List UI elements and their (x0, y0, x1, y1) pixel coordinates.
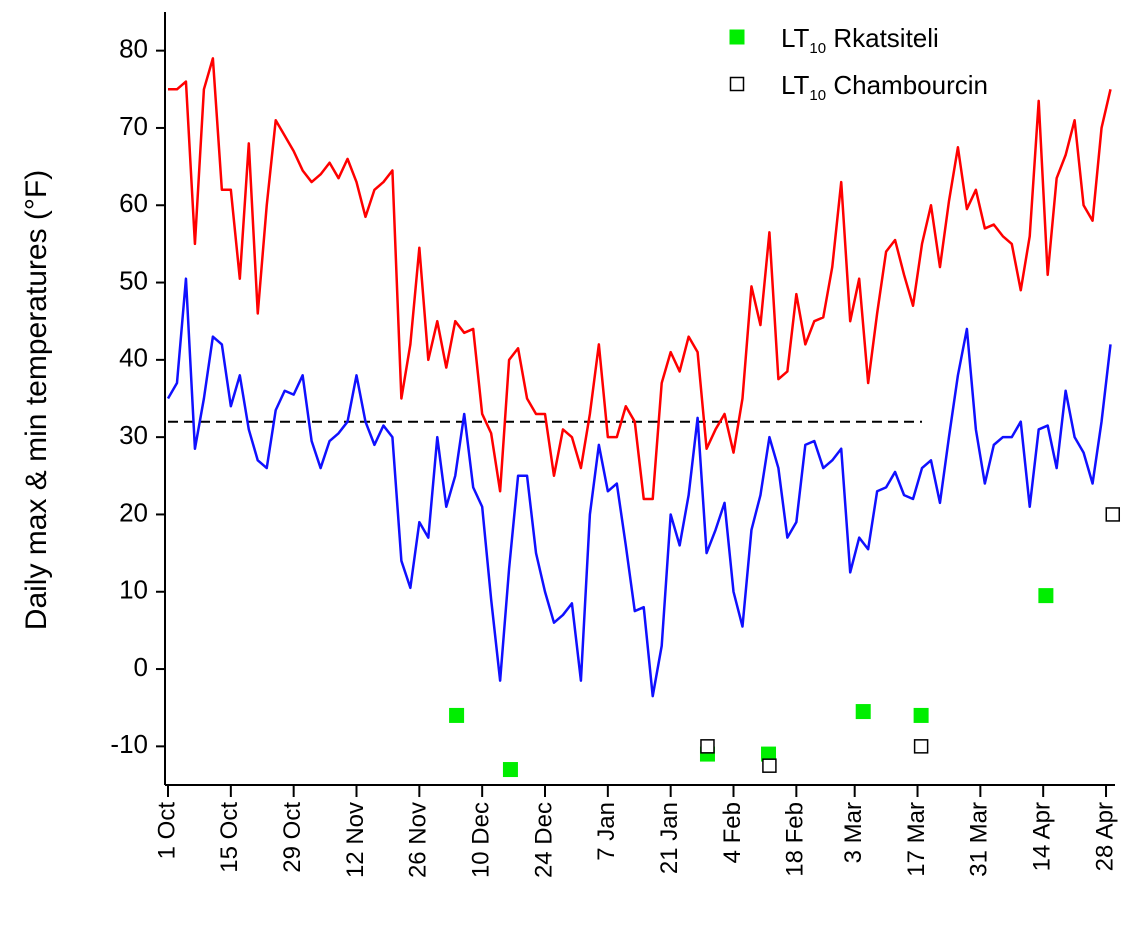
y-tick-label: 40 (119, 343, 148, 373)
x-tick-label: 21 Jan (656, 802, 683, 874)
x-tick-label: 29 Oct (279, 802, 306, 873)
y-tick-label: 0 (134, 652, 148, 682)
x-tick-label: 18 Feb (782, 802, 809, 877)
legend-marker (729, 29, 745, 45)
data-point (761, 746, 777, 762)
legend-label: LT10 Chambourcin (781, 70, 988, 104)
x-tick-label: 1 Oct (153, 802, 180, 860)
temperature-line (168, 57, 1112, 501)
data-point (449, 707, 465, 723)
y-tick-label: 20 (119, 497, 148, 527)
y-tick-label: -10 (110, 729, 148, 759)
legend-label: LT10 Rkatsiteli (781, 23, 939, 57)
data-point (502, 762, 518, 778)
y-tick-label: 70 (119, 111, 148, 141)
x-tick-label: 4 Feb (719, 802, 746, 863)
data-point (855, 704, 871, 720)
x-tick-label: 14 Apr (1029, 802, 1056, 871)
x-tick-label: 10 Dec (468, 802, 495, 878)
x-tick-label: 12 Nov (342, 802, 369, 878)
x-tick-label: 26 Nov (405, 802, 432, 878)
temperature-line (166, 277, 1112, 698)
x-tick-label: 31 Mar (966, 802, 993, 877)
x-tick-label: 15 Oct (216, 802, 243, 873)
y-tick-label: 60 (119, 188, 148, 218)
y-tick-label: 50 (119, 265, 148, 295)
x-tick-label: 3 Mar (840, 802, 867, 863)
data-point (700, 739, 715, 754)
y-tick-label: 10 (119, 575, 148, 605)
data-point (913, 739, 929, 754)
x-tick-label: 17 Mar (903, 802, 930, 877)
x-tick-label: 7 Jan (593, 802, 620, 861)
data-point (762, 758, 777, 773)
x-tick-label: 24 Dec (530, 802, 557, 878)
y-tick-label: 30 (119, 420, 148, 450)
data-point (1038, 588, 1054, 604)
y-axis-label: Daily max & min temperatures (°F) (20, 170, 53, 630)
data-point (1105, 507, 1121, 522)
x-tick-label: 28 Apr (1091, 802, 1118, 871)
legend-marker (729, 76, 745, 92)
data-point (913, 707, 929, 723)
y-tick-label: 80 (119, 34, 148, 64)
